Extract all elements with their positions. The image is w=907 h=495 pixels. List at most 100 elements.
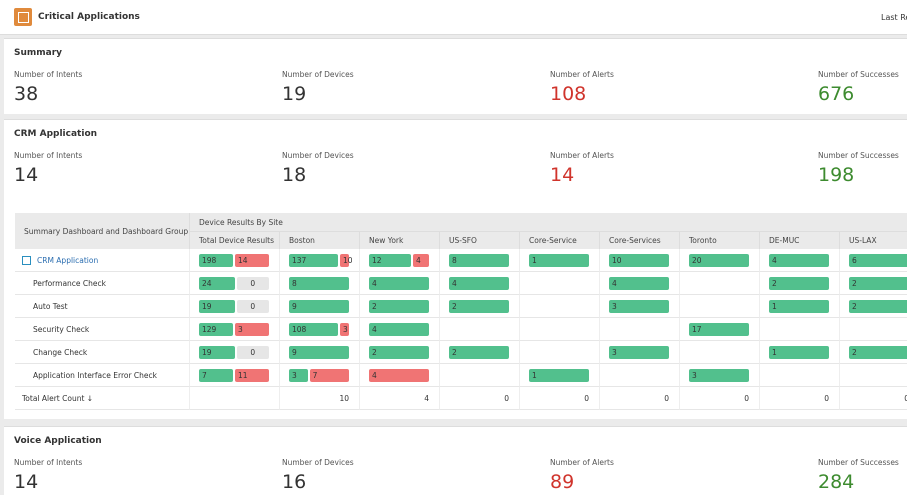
success-pill: 2: [849, 345, 907, 359]
total-cell: 10: [280, 387, 360, 410]
stat: Number of Successes 284: [818, 458, 899, 493]
alert-pill: 0: [236, 345, 269, 359]
result-cell: 2: [840, 341, 907, 364]
alert-pill: 14: [235, 253, 269, 267]
success-pill: 4: [369, 276, 429, 290]
total-label: Total Alert Count ↓: [15, 387, 190, 410]
section-card: CRM Application Number of Intents 14 Number…: [4, 119, 907, 419]
success-pill: 2: [449, 299, 509, 313]
stat: Number of Alerts 108: [550, 70, 614, 105]
result-cell: 4: [360, 318, 440, 341]
stat-label: Number of Successes: [818, 458, 899, 467]
success-pill: 1: [769, 299, 829, 313]
result-cell: 4: [760, 249, 840, 272]
table-grid: Summary Dashboard and Dashboard Group Dev…: [15, 213, 907, 410]
success-pill: 10: [609, 253, 669, 267]
result-cell: [680, 341, 760, 364]
result-cell: 1: [520, 364, 600, 387]
result-cell: 2: [360, 295, 440, 318]
row-name: Auto Test: [15, 295, 190, 318]
success-pill: 108: [289, 322, 338, 336]
success-pill: 24: [199, 276, 235, 290]
stat-label: Number of Devices: [282, 70, 354, 79]
column-header: Total Device Results: [190, 231, 280, 249]
result-cell: 4: [360, 272, 440, 295]
success-pill: 19: [199, 345, 235, 359]
stat-label: Number of Alerts: [550, 458, 614, 467]
stat-value: 19: [282, 83, 307, 105]
success-pill: 12: [369, 253, 411, 267]
row-name[interactable]: CRM Application: [15, 249, 190, 272]
stat-label: Number of Intents: [14, 70, 83, 79]
total-cell: 0: [680, 387, 760, 410]
result-cell: 4: [600, 272, 680, 295]
success-pill: 1: [529, 368, 589, 382]
column-header: Core-Services: [600, 231, 680, 249]
stat-value: 198: [818, 164, 855, 186]
stat-value: 16: [282, 471, 307, 493]
alert-pill: 11: [235, 368, 269, 382]
result-cell: 8: [440, 249, 520, 272]
stat: Number of Devices 19: [282, 70, 354, 105]
total-cell: 0: [760, 387, 840, 410]
result-cell: 19 0: [190, 295, 280, 318]
success-pill: 2: [369, 345, 429, 359]
column-header: US-LAX: [840, 231, 907, 249]
column-header: US-SFO: [440, 231, 520, 249]
success-pill: 3: [289, 368, 308, 382]
row-name: Change Check: [15, 341, 190, 364]
result-cell: 3: [600, 341, 680, 364]
total-cell: [190, 387, 280, 410]
stat-label: Number of Successes: [818, 151, 899, 160]
result-cell: 4: [440, 272, 520, 295]
success-pill: 3: [689, 368, 749, 382]
success-pill: 198: [199, 253, 233, 267]
row-name: Performance Check: [15, 272, 190, 295]
success-pill: 2: [369, 299, 429, 313]
result-cell: [680, 272, 760, 295]
result-cell: 9: [280, 295, 360, 318]
alert-pill: 0: [236, 276, 269, 290]
success-pill: 1: [529, 253, 589, 267]
column-header: Toronto: [680, 231, 760, 249]
success-pill: 2: [769, 276, 829, 290]
row-name: Application Interface Error Check: [15, 364, 190, 387]
app-icon: [14, 8, 32, 26]
total-cell: 0: [520, 387, 600, 410]
result-cell: 2: [440, 341, 520, 364]
result-cell: 3: [600, 295, 680, 318]
column-header: DE-MUC: [760, 231, 840, 249]
result-cell: 17: [680, 318, 760, 341]
stat: Number of Successes 198: [818, 151, 899, 186]
result-cell: 12 4: [360, 249, 440, 272]
result-cell: 4: [360, 364, 440, 387]
stat-value: 108: [550, 83, 587, 105]
success-pill: 1: [769, 345, 829, 359]
result-cell: 198 14: [190, 249, 280, 272]
result-cell: [600, 364, 680, 387]
page-title: Critical Applications: [38, 12, 140, 22]
result-cell: [440, 364, 520, 387]
total-cell: 4: [360, 387, 440, 410]
result-cell: 8: [280, 272, 360, 295]
stat-label: Number of Alerts: [550, 151, 614, 160]
success-pill: 8: [449, 253, 509, 267]
success-pill: 9: [289, 345, 349, 359]
result-cell: [520, 272, 600, 295]
alert-pill: 4: [369, 368, 429, 382]
group-header: Summary Dashboard and Dashboard Group: [15, 213, 190, 249]
alert-pill: 4: [413, 253, 429, 267]
alert-pill: 7: [309, 368, 349, 382]
alert-pill: 10: [340, 253, 353, 267]
result-cell: 2: [760, 272, 840, 295]
result-cell: [760, 318, 840, 341]
result-cell: [680, 295, 760, 318]
stat: Number of Alerts 14: [550, 151, 614, 186]
column-header: Boston: [280, 231, 360, 249]
result-cell: [600, 318, 680, 341]
result-cell: 9: [280, 341, 360, 364]
result-cell: 19 0: [190, 341, 280, 364]
stat: Number of Devices 16: [282, 458, 354, 493]
result-cell: [440, 318, 520, 341]
stat: Number of Alerts 89: [550, 458, 614, 493]
